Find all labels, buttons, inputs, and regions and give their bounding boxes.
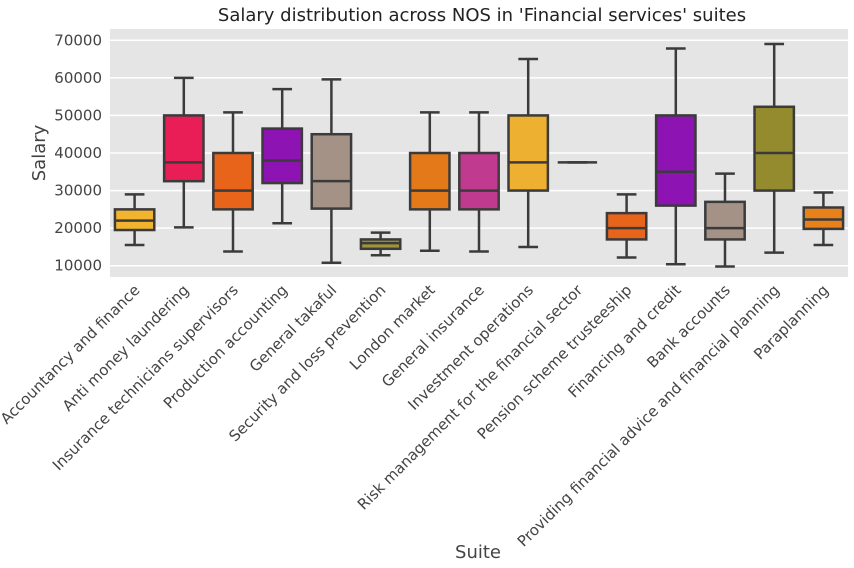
x-tick-label: Bank accounts [643, 281, 734, 372]
box-5 [359, 231, 402, 257]
y-axis-ticks: 10000 20000 30000 40000 50000 60000 70000 [54, 31, 102, 274]
box-12 [704, 172, 746, 268]
y-axis-label: Salary [29, 124, 50, 181]
y-tick-label: 40000 [54, 144, 102, 162]
y-tick-label: 30000 [54, 182, 102, 200]
box-2 [212, 111, 254, 253]
chart-title: Salary distribution across NOS in 'Finan… [218, 5, 746, 26]
box-4 [310, 78, 353, 264]
box-iqr [162, 114, 205, 183]
box-iqr [408, 151, 451, 211]
box-0 [113, 193, 156, 247]
x-tick-label: Risk management for the financial sector [354, 281, 587, 514]
box-iqr [802, 206, 845, 231]
box-3 [261, 87, 304, 225]
y-tick-label: 60000 [54, 69, 102, 87]
box-iqr [507, 114, 550, 192]
box-iqr [458, 151, 500, 211]
x-tick-label: General takaful [246, 281, 340, 375]
box-14 [802, 191, 845, 247]
y-tick-label: 20000 [54, 219, 102, 237]
boxes-layer [113, 42, 845, 268]
box-11 [654, 47, 697, 266]
box-iqr [310, 132, 353, 210]
x-axis-label: Suite [455, 542, 501, 563]
box-iqr [212, 151, 254, 211]
x-tick-label: Insurance technicians supervisors [49, 281, 242, 474]
box-6 [408, 111, 451, 252]
box-iqr [654, 114, 697, 207]
x-tick-label: London market [346, 281, 439, 374]
box-iqr [261, 127, 304, 185]
box-iqr [753, 105, 796, 192]
box-iqr [605, 211, 648, 241]
box-8 [507, 57, 550, 249]
y-tick-label: 70000 [54, 31, 102, 49]
box-1 [162, 76, 205, 229]
box-iqr [704, 200, 746, 241]
box-10 [605, 193, 648, 259]
box-7 [458, 111, 500, 253]
y-tick-label: 10000 [54, 257, 102, 275]
y-tick-label: 50000 [54, 106, 102, 124]
box-13 [753, 42, 796, 254]
